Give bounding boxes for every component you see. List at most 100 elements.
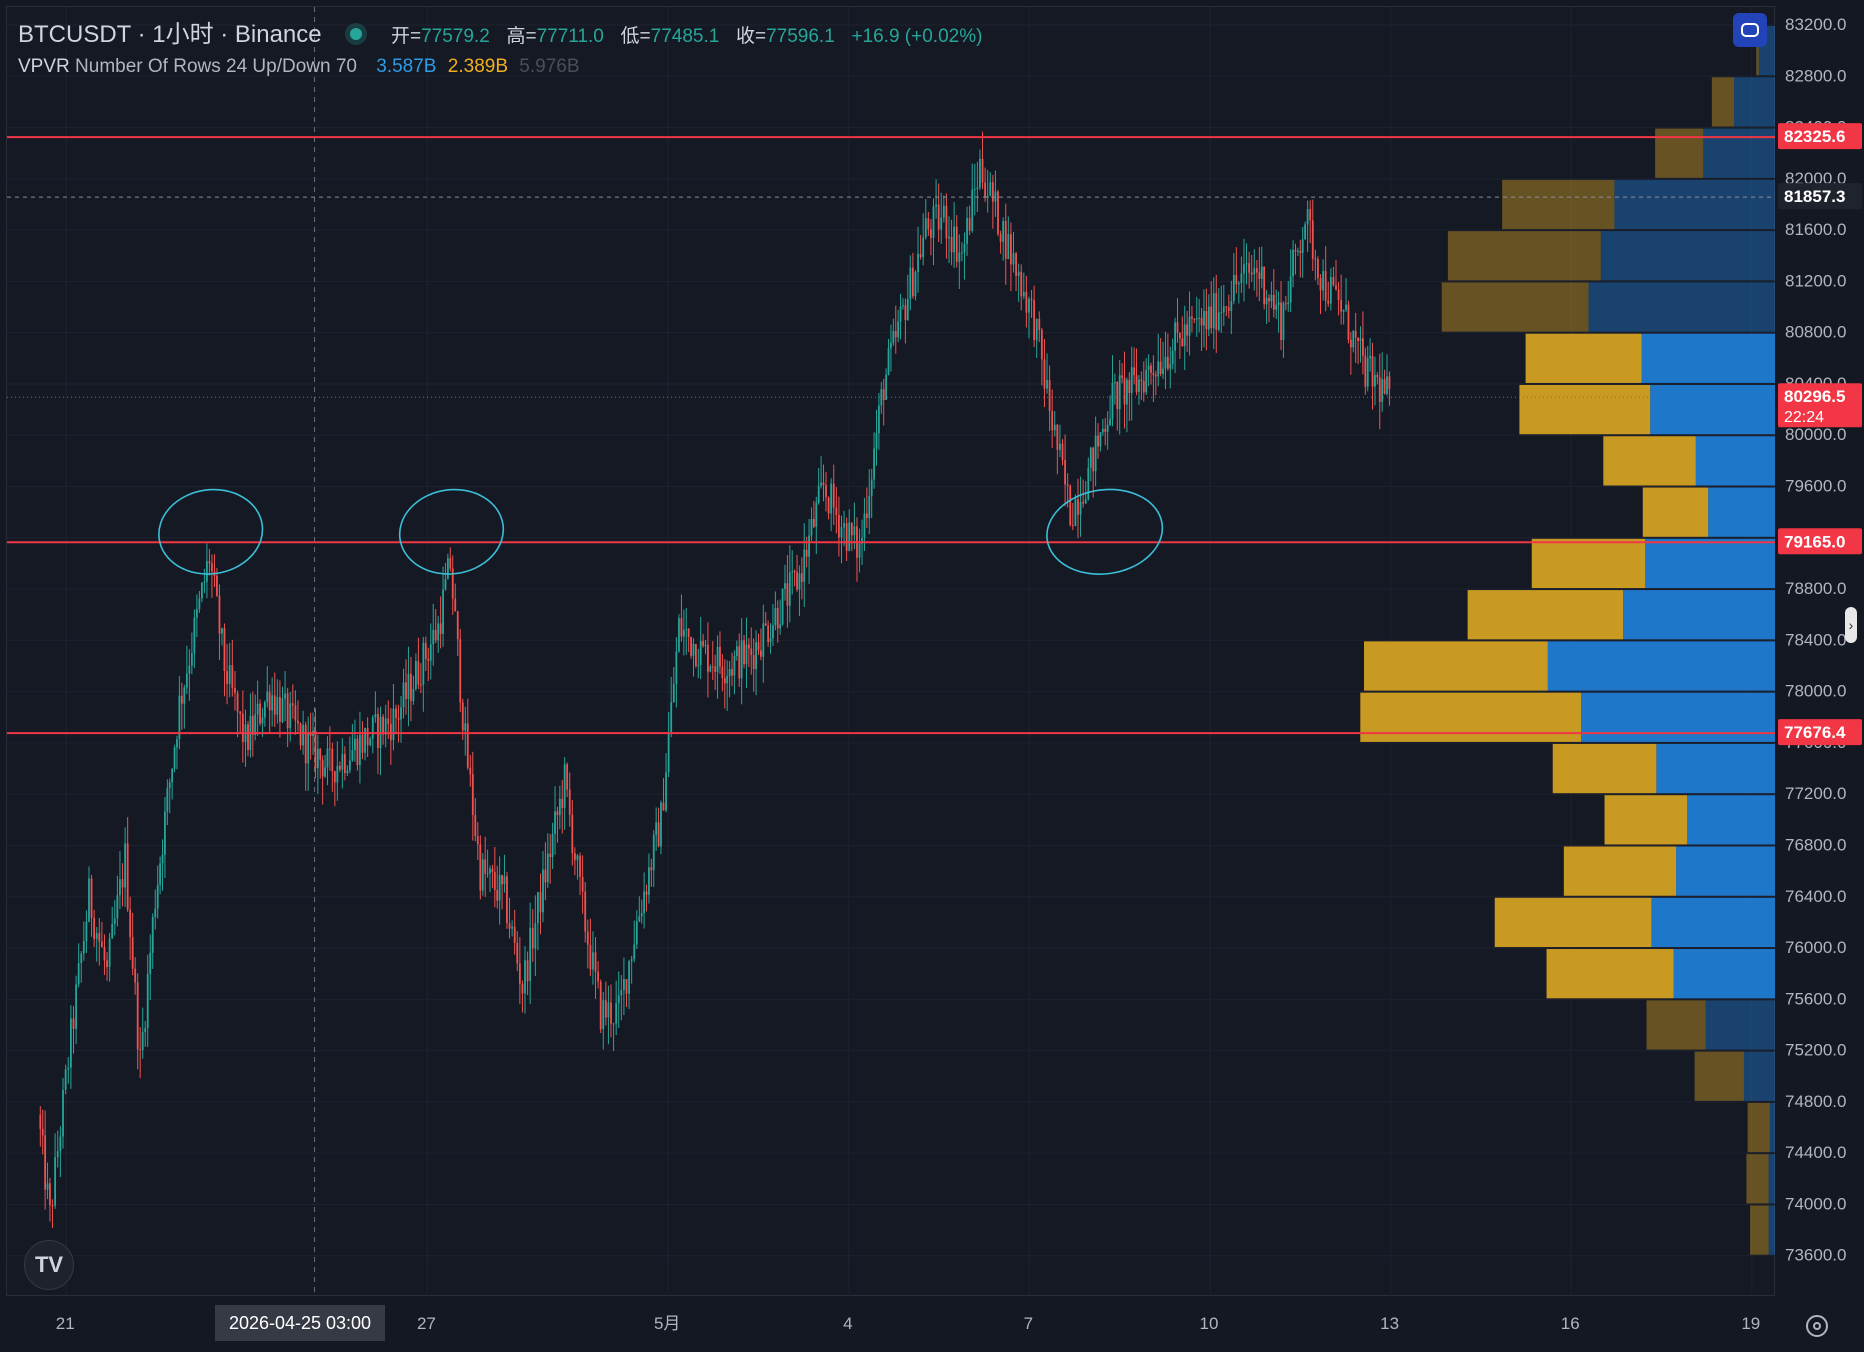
candle-body bbox=[486, 873, 489, 875]
candle-body bbox=[937, 204, 940, 230]
candle-body bbox=[716, 646, 719, 672]
candle-body bbox=[733, 655, 736, 676]
annotation-circle[interactable] bbox=[153, 483, 268, 581]
candle-body bbox=[116, 895, 119, 919]
candle-body bbox=[1311, 220, 1314, 259]
candle-body bbox=[164, 811, 166, 855]
candle-body bbox=[346, 770, 349, 774]
candle-body bbox=[77, 963, 80, 985]
candle-body bbox=[364, 728, 366, 753]
legend-indicator[interactable]: VPVR Number Of Rows 24 Up/Down 70 3.587B… bbox=[18, 56, 580, 78]
plot-svg[interactable] bbox=[7, 7, 1776, 1308]
candle-body bbox=[810, 518, 813, 536]
annotation-circle[interactable] bbox=[1041, 482, 1168, 581]
candle-body bbox=[454, 598, 457, 612]
candle-body bbox=[853, 526, 856, 536]
candle-body bbox=[259, 703, 261, 724]
plot-area[interactable] bbox=[6, 6, 1776, 1308]
vp-up-bar bbox=[1547, 641, 1776, 691]
grid bbox=[7, 7, 1776, 1308]
candle-body bbox=[180, 695, 183, 704]
candle-body bbox=[914, 272, 917, 297]
candle-body bbox=[979, 158, 981, 188]
vp-down-bar bbox=[1646, 1000, 1706, 1050]
candle-body bbox=[699, 640, 702, 666]
candle-body bbox=[865, 513, 868, 518]
candle-body bbox=[268, 691, 271, 711]
chart-settings-button[interactable] bbox=[1733, 13, 1767, 47]
vp-down-bar bbox=[1552, 743, 1657, 794]
candle-body bbox=[1116, 382, 1119, 410]
candle-body bbox=[887, 348, 890, 375]
time-axis-svg[interactable]: 21 27 5月 4 7 10 13 16 19 bbox=[0, 1300, 1864, 1347]
vp-up-bar bbox=[1651, 897, 1776, 948]
candle-body bbox=[617, 995, 620, 1004]
candle-body bbox=[602, 1000, 605, 1030]
candle-body bbox=[498, 875, 501, 901]
candle-body bbox=[1094, 435, 1097, 472]
candle-body bbox=[1200, 317, 1203, 326]
scroll-arrow-icon[interactable]: › bbox=[1845, 607, 1857, 643]
candle-body bbox=[579, 855, 581, 877]
price-axis-svg[interactable]: 73200.073600.074000.074400.074800.075200… bbox=[1775, 0, 1864, 1316]
candle-body bbox=[405, 682, 407, 700]
price-tick-label: 74000.0 bbox=[1785, 1194, 1846, 1213]
candle-body bbox=[1335, 285, 1337, 290]
candle-body bbox=[1354, 331, 1357, 338]
candle-body bbox=[1263, 266, 1266, 305]
candle-body bbox=[85, 921, 88, 942]
candle-body bbox=[858, 543, 861, 558]
candle-body bbox=[103, 947, 106, 961]
candle-body bbox=[1002, 220, 1005, 242]
candle-body bbox=[973, 189, 976, 191]
candle-body bbox=[1342, 309, 1345, 312]
candle-body bbox=[437, 623, 440, 641]
candle-body bbox=[397, 718, 400, 720]
candle-body bbox=[159, 863, 162, 885]
candle-body bbox=[524, 960, 526, 994]
vp-down-bar bbox=[1694, 1051, 1744, 1101]
candle-body bbox=[845, 523, 848, 551]
time-tick-label: 7 bbox=[1024, 1314, 1033, 1333]
candle-body bbox=[1260, 266, 1263, 279]
candle-body bbox=[324, 767, 326, 777]
candle-body bbox=[1051, 411, 1054, 431]
candle-body bbox=[449, 558, 452, 569]
candle-body bbox=[266, 691, 269, 703]
price-tick-label: 75200.0 bbox=[1785, 1041, 1846, 1060]
candle-body bbox=[251, 715, 254, 735]
candle-body bbox=[442, 589, 444, 634]
candle-body bbox=[1364, 355, 1367, 387]
change-value: +16.9 (+0.02%) bbox=[851, 26, 983, 47]
candle-body bbox=[682, 629, 685, 637]
candle-body bbox=[747, 644, 750, 649]
candle-body bbox=[319, 748, 322, 760]
candle-body bbox=[188, 665, 191, 674]
candle-body bbox=[731, 669, 733, 676]
candle-body bbox=[1374, 375, 1376, 387]
candle-body bbox=[1340, 299, 1343, 312]
candle-body bbox=[508, 923, 511, 929]
candle-body bbox=[966, 218, 968, 244]
candle-body bbox=[805, 549, 808, 557]
candle-body bbox=[46, 1183, 49, 1190]
vp-up-bar bbox=[1768, 1154, 1776, 1204]
candle-body bbox=[584, 891, 587, 932]
candle-body bbox=[1347, 304, 1350, 340]
symbol-title[interactable]: BTCUSDT · 1小时 · Binance bbox=[18, 21, 322, 48]
annotation-circle[interactable] bbox=[394, 483, 509, 581]
tradingview-logo-icon[interactable]: TV bbox=[24, 1240, 74, 1290]
price-axis[interactable]: 73200.073600.074000.074400.074800.075200… bbox=[1775, 0, 1864, 1316]
gear-icon[interactable] bbox=[1806, 1315, 1828, 1337]
candle-body bbox=[1240, 273, 1243, 284]
candle-body bbox=[211, 563, 213, 572]
candle-body bbox=[146, 974, 149, 1029]
candle-body bbox=[374, 714, 377, 718]
candle-body bbox=[1109, 419, 1111, 425]
candle-body bbox=[1296, 250, 1299, 252]
candle-body bbox=[762, 623, 765, 657]
candle-body bbox=[571, 814, 574, 854]
candle-body bbox=[868, 495, 871, 518]
candle-body bbox=[958, 252, 961, 262]
candle-body bbox=[343, 754, 346, 774]
